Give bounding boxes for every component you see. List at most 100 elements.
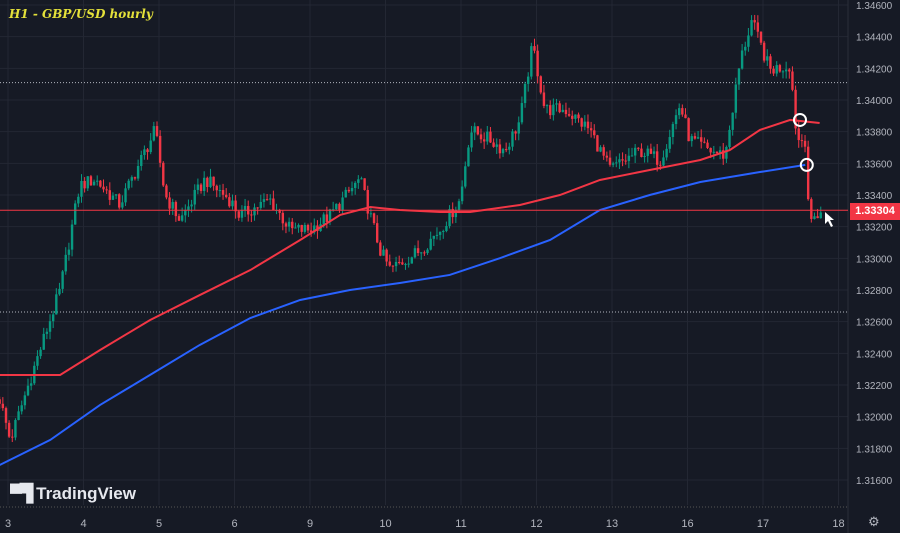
- candle-body: [413, 248, 417, 258]
- y-tick-label: 1.33000: [856, 254, 893, 265]
- candle-body: [668, 137, 671, 149]
- candle-body: [806, 146, 810, 200]
- candle-body: [105, 189, 108, 191]
- candle-body: [99, 180, 102, 187]
- candle-body: [240, 209, 244, 218]
- x-tick-label: 13: [606, 518, 618, 530]
- candle-body: [224, 194, 228, 198]
- x-tick-label: 12: [530, 518, 542, 530]
- candle-body: [303, 225, 307, 232]
- candle-body: [335, 203, 338, 210]
- tradingview-logo-icon: ▀▜: [10, 484, 33, 503]
- candle-body: [423, 252, 426, 254]
- candle-body: [313, 225, 316, 233]
- candle-body: [309, 230, 313, 233]
- candle-body: [775, 65, 778, 74]
- candle-body: [627, 155, 631, 162]
- candle-body: [36, 356, 39, 366]
- candle-body: [265, 199, 269, 201]
- candle-body: [350, 187, 354, 192]
- candle-body: [438, 231, 442, 235]
- settings-gear-icon[interactable]: ⚙: [868, 514, 880, 529]
- candle-body: [51, 314, 55, 322]
- y-tick-label: 1.32800: [856, 286, 893, 297]
- candle-body: [410, 257, 413, 264]
- candle-body: [202, 177, 206, 191]
- candle-body: [262, 199, 266, 202]
- cursor-arrow-icon: [825, 212, 834, 227]
- y-tick-label: 1.34600: [856, 1, 893, 12]
- y-tick-label: 1.33400: [856, 191, 893, 202]
- candle-body: [243, 205, 247, 210]
- candle-body: [618, 159, 621, 163]
- candle-body: [171, 202, 174, 209]
- candle-body: [495, 144, 498, 147]
- candle-body: [306, 225, 310, 231]
- candle-body: [347, 189, 351, 192]
- candle-body: [819, 212, 822, 219]
- candle-body: [687, 118, 690, 142]
- candle-body: [366, 189, 369, 214]
- y-tick-label: 1.33200: [856, 223, 893, 234]
- candle-body: [385, 249, 388, 262]
- candle-body: [435, 234, 439, 236]
- candle-body: [580, 118, 583, 127]
- x-tick-label: 11: [455, 518, 466, 530]
- candle-body: [762, 42, 766, 61]
- candle-body: [29, 383, 33, 386]
- y-tick-label: 1.34000: [856, 96, 893, 107]
- candle-body: [256, 207, 259, 209]
- candle-body: [649, 148, 653, 154]
- candle-body: [196, 184, 200, 190]
- candle-body: [662, 157, 665, 166]
- candle-body: [690, 136, 693, 142]
- candle-body: [737, 68, 741, 85]
- candle-body: [102, 186, 105, 190]
- candle-body: [448, 208, 451, 227]
- candle-body: [114, 194, 118, 196]
- candle-body: [42, 333, 45, 350]
- x-tick-label: 3: [5, 518, 11, 530]
- logo-text: TradingView: [36, 484, 136, 503]
- candle-body: [728, 129, 731, 147]
- candle-body: [665, 148, 668, 158]
- candle-body: [671, 124, 675, 138]
- candle-body: [228, 197, 231, 207]
- x-tick-label: 16: [681, 518, 693, 530]
- y-tick-label: 1.32200: [856, 381, 893, 392]
- candle-body: [542, 92, 546, 106]
- candle-body: [140, 154, 143, 167]
- candle-body: [11, 436, 14, 438]
- candle-body: [404, 264, 407, 266]
- candle-body: [655, 151, 659, 165]
- candle-body: [206, 177, 209, 187]
- candle-body: [23, 395, 27, 406]
- candle-body: [501, 149, 505, 154]
- candle-body: [637, 147, 640, 149]
- candle-body: [769, 56, 772, 69]
- candle-body: [747, 35, 750, 47]
- candle-body: [615, 162, 618, 164]
- candle-body: [401, 262, 404, 265]
- crossover-marker: [799, 157, 814, 172]
- candle-body: [596, 135, 599, 152]
- candle-body: [338, 203, 341, 210]
- candle-body: [526, 76, 530, 84]
- candle-body: [684, 114, 687, 119]
- candle-body: [445, 226, 448, 232]
- candle-body: [467, 147, 470, 167]
- candle-body: [693, 136, 697, 139]
- candle-body: [272, 198, 275, 211]
- candle-body: [177, 216, 181, 221]
- candle-body: [190, 204, 193, 207]
- candle-body: [61, 271, 64, 289]
- candle-body: [533, 46, 536, 51]
- candle-body: [520, 103, 524, 123]
- candle-body: [659, 164, 662, 166]
- candle-body: [517, 122, 520, 134]
- candle-body: [382, 249, 385, 256]
- candle-body: [168, 197, 171, 209]
- candle-body: [199, 184, 203, 191]
- candle-body: [489, 131, 492, 143]
